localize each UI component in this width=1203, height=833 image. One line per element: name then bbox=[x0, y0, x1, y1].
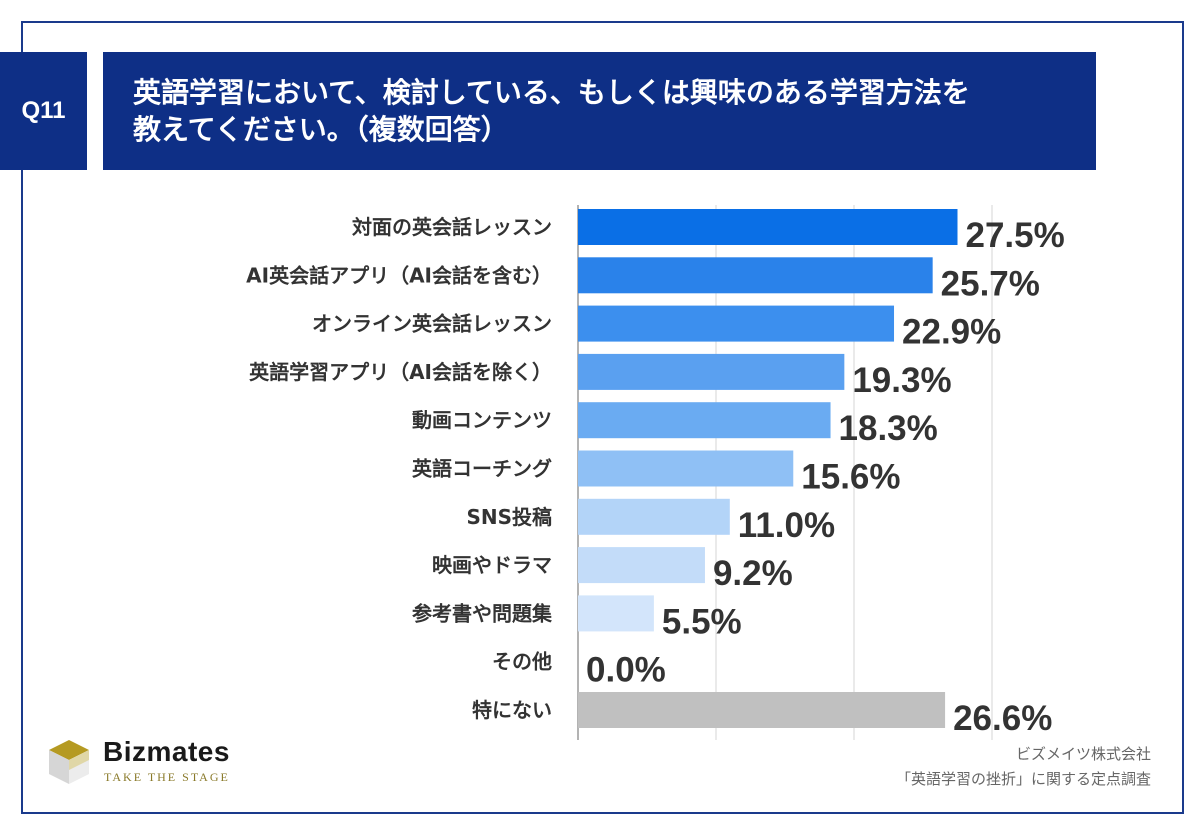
category-label: 英語コーチング bbox=[412, 457, 552, 481]
logo-tagline: TAKE THE STAGE bbox=[104, 770, 230, 784]
value-label: 26.6% bbox=[953, 699, 1052, 738]
value-label: 27.5% bbox=[966, 216, 1065, 255]
bar bbox=[578, 209, 958, 245]
value-label: 25.7% bbox=[941, 264, 1040, 303]
bar bbox=[578, 595, 654, 632]
category-label: 動画コンテンツ bbox=[412, 408, 552, 432]
category-label: 対面の英会話レッスン bbox=[351, 215, 552, 239]
value-label: 15.6% bbox=[801, 458, 900, 497]
category-label: オンライン英会話レッスン bbox=[312, 312, 552, 336]
category-label: 特にない bbox=[472, 698, 552, 722]
category-label: SNS投稿 bbox=[466, 505, 552, 529]
bar bbox=[578, 402, 831, 439]
bizmates-logo-icon bbox=[49, 740, 89, 784]
bar bbox=[578, 305, 895, 342]
bar bbox=[578, 450, 794, 487]
category-label: その他 bbox=[492, 650, 552, 674]
question-badge: Q11 bbox=[0, 52, 87, 170]
category-label: 参考書や問題集 bbox=[412, 601, 553, 625]
category-label: 映画やドラマ bbox=[432, 553, 552, 577]
bar bbox=[578, 257, 933, 294]
value-label: 18.3% bbox=[839, 409, 938, 448]
bar bbox=[578, 692, 946, 728]
source-survey: 「英語学習の挫折」に関する定点調査 bbox=[895, 770, 1151, 788]
value-label: 11.0% bbox=[738, 506, 835, 545]
bar bbox=[578, 353, 845, 390]
category-label: AI英会話アプリ（AI会話を含む） bbox=[246, 263, 552, 287]
value-label: 22.9% bbox=[902, 313, 1001, 352]
value-label: 5.5% bbox=[662, 602, 742, 641]
value-label: 0.0% bbox=[586, 651, 666, 690]
source-company: ビズメイツ株式会社 bbox=[1015, 745, 1151, 763]
value-label: 9.2% bbox=[713, 554, 793, 593]
bizmates-logo: Bizmates TAKE THE STAGE bbox=[47, 736, 247, 796]
outer-frame bbox=[21, 21, 1184, 814]
source-note: ビズメイツ株式会社 「英語学習の挫折」に関する定点調査 bbox=[896, 742, 1151, 792]
bar bbox=[578, 547, 705, 584]
bar bbox=[578, 498, 730, 535]
question-title: 英語学習において、検討している、もしくは興味のある学習方法を 教えてください。（… bbox=[103, 52, 1096, 170]
value-label: 19.3% bbox=[852, 361, 951, 400]
category-label: 英語学習アプリ（AI会話を除く） bbox=[249, 360, 552, 384]
logo-name: Bizmates bbox=[103, 736, 230, 767]
